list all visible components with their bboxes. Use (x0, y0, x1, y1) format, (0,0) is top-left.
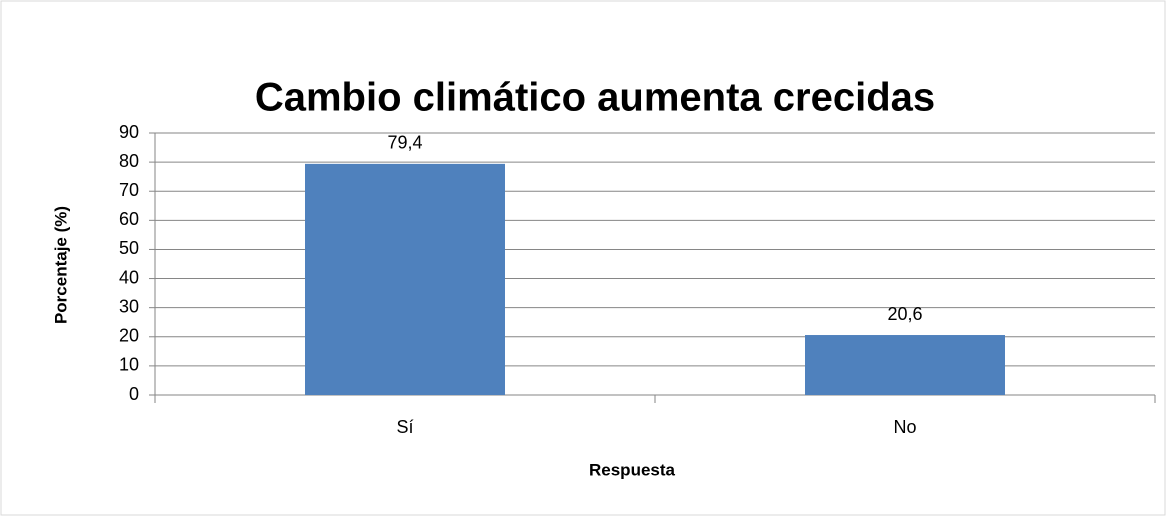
y-tick-label: 30 (119, 296, 139, 316)
y-tick-label: 10 (119, 355, 139, 375)
y-tick-label: 70 (119, 180, 139, 200)
y-tick-label: 40 (119, 267, 139, 287)
y-tick-label: 60 (119, 209, 139, 229)
data-label: 20,6 (887, 304, 922, 324)
x-axis-label: Respuesta (589, 460, 676, 479)
x-tick-label: No (893, 417, 916, 437)
y-tick-label: 80 (119, 151, 139, 171)
bar (805, 335, 1005, 395)
y-tick-label: 90 (119, 122, 139, 142)
y-tick-label: 20 (119, 326, 139, 346)
chart-title: Cambio climático aumenta crecidas (255, 76, 935, 120)
x-tick-label: Sí (396, 417, 413, 437)
data-label: 79,4 (387, 133, 422, 153)
y-axis-label: Porcentaje (%) (51, 206, 70, 324)
y-tick-label: 0 (129, 384, 139, 404)
bar (305, 163, 505, 395)
y-tick-label: 50 (119, 238, 139, 258)
